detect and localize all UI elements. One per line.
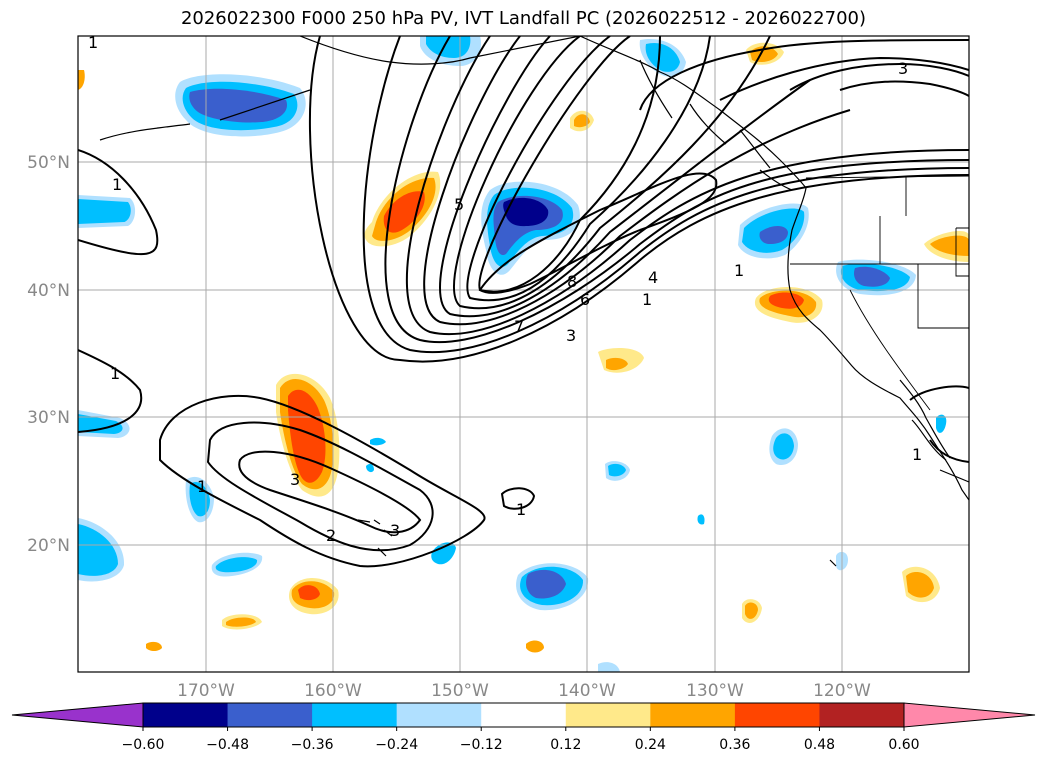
- contour-label: 5: [454, 195, 464, 214]
- colorbar-extend-max: [903, 702, 1036, 728]
- contour-label: 1: [734, 261, 744, 280]
- colorbar-tick-label: −0.60: [122, 737, 165, 753]
- lon-label-150w: 150°W: [431, 681, 489, 701]
- lon-label-130w: 130°W: [686, 681, 744, 701]
- colorbar-tick-label: 0.48: [804, 737, 835, 753]
- contour-label: 4: [648, 268, 658, 287]
- pv-blob-small-7: [936, 414, 947, 433]
- colorbar-segment: [396, 703, 482, 727]
- contour-labels: 1 1 1 1 1 1 1 2 3 3 3 3 4 5 6 7 8 1: [88, 33, 922, 545]
- pv-blob-warm-se-b: [906, 572, 934, 598]
- pv-blob-north-center: [420, 36, 482, 66]
- colorbar: −0.60 −0.48 −0.36 −0.24 −0.12 0.12 0.24 0.36 0.4…: [11, 702, 1036, 753]
- pv-blob-bottom: [598, 662, 620, 672]
- contour-label: 6: [580, 290, 590, 309]
- contour-label: 7: [514, 317, 524, 336]
- pv-blob-warm-small-e: [146, 641, 162, 651]
- contour-label: 3: [390, 521, 400, 540]
- pv-blob-warm-coast: [754, 287, 823, 323]
- pv-blob-west-edge: [78, 195, 136, 228]
- pv-blob-warm-small-b: [745, 602, 758, 619]
- contour-label: 2: [326, 526, 336, 545]
- pv-blob-tiny-1: [370, 437, 386, 446]
- lat-label-40n: 40°N: [27, 281, 70, 301]
- contour-label: 1: [912, 445, 922, 464]
- contour-label: 3: [898, 59, 908, 78]
- colorbar-tick-label: −0.24: [375, 737, 418, 753]
- pv-blob-small-2: [211, 552, 263, 577]
- map-title: 2026022300 F000 250 hPa PV, IVT Landfall…: [180, 8, 867, 29]
- pv-blob-warm-small-g: [78, 70, 85, 90]
- colorbar-tick-label: 0.12: [550, 737, 581, 753]
- colorbar-segment: [481, 703, 567, 727]
- contour-label: 1: [110, 364, 120, 383]
- colorbar-segment: [734, 703, 820, 727]
- gridlines: [78, 36, 969, 672]
- ivt-contours: [78, 36, 969, 568]
- contour-label: 3: [566, 326, 576, 345]
- colorbar-segment: [819, 703, 905, 727]
- contour-label: 1: [516, 500, 526, 519]
- pv-blob-alaska-b: [645, 42, 680, 72]
- lon-label-170w: 170°W: [177, 681, 235, 701]
- lon-label-140w: 140°W: [558, 681, 616, 701]
- colorbar-segment: [143, 703, 229, 727]
- colorbar-tick-label: −0.48: [206, 737, 249, 753]
- lon-label-120w: 120°W: [813, 681, 871, 701]
- pv-blob-tiny-2: [366, 463, 374, 473]
- colorbar-segment: [227, 703, 313, 727]
- latitude-labels: 50°N 40°N 30°N 20°N: [27, 153, 70, 556]
- colorbar-tick-label: 0.60: [888, 737, 919, 753]
- lat-label-50n: 50°N: [27, 153, 70, 173]
- pv-blob-warm-south: [288, 578, 339, 615]
- colorbar-segment: [565, 703, 651, 727]
- colorbar-tick-label: 0.24: [635, 737, 666, 753]
- pv-blob-california: [836, 259, 916, 296]
- pv-blob-small-3: [431, 542, 456, 565]
- pv-blob-south-central: [516, 563, 589, 611]
- longitude-labels: 170°W 160°W 150°W 140°W 130°W 120°W: [177, 681, 871, 701]
- pv-blob-warm-gulf-b: [574, 114, 590, 128]
- colorbar-frame: [142, 702, 905, 728]
- colorbar-segment: [312, 703, 398, 727]
- map-frame: [77, 35, 970, 673]
- pv-blob-warm-small-f: [526, 640, 544, 653]
- pv-negative-anomalies: [78, 36, 947, 672]
- pv-blob-coast-north: [738, 203, 809, 259]
- colorbar-tick-label: −0.12: [460, 737, 503, 753]
- contour-label: 1: [197, 477, 207, 496]
- pv-blob-aleutian: [175, 74, 306, 137]
- contour-label: 1: [112, 175, 122, 194]
- pv-blob-warm-small-d: [226, 617, 256, 627]
- lat-label-30n: 30°N: [27, 408, 70, 428]
- pv-blob-small-5b: [773, 433, 794, 460]
- lat-label-20n: 20°N: [27, 536, 70, 556]
- lon-label-160w: 160°W: [304, 681, 362, 701]
- contour-label: 3: [290, 470, 300, 489]
- pv-blob-tiny-3: [697, 514, 705, 525]
- contour-label: 8: [567, 272, 577, 291]
- colorbar-extend-min: [11, 702, 144, 728]
- pv-blob-small-4b: [608, 463, 626, 477]
- map-content: 1 1 1 1 1 1 1 2 3 3 3 3 4 5 6 7 8 1: [78, 33, 969, 672]
- colorbar-tick-label: 0.36: [719, 737, 750, 753]
- pv-blob-warm-mid-b: [606, 357, 628, 371]
- contour-label: 1: [88, 33, 98, 52]
- colorbar-segment: [650, 703, 736, 727]
- colorbar-tick-label: −0.36: [291, 737, 334, 753]
- pv-blob-warm-east-b: [930, 235, 969, 256]
- contour-label: 1: [642, 290, 652, 309]
- pv-blob-west-20n: [78, 518, 125, 582]
